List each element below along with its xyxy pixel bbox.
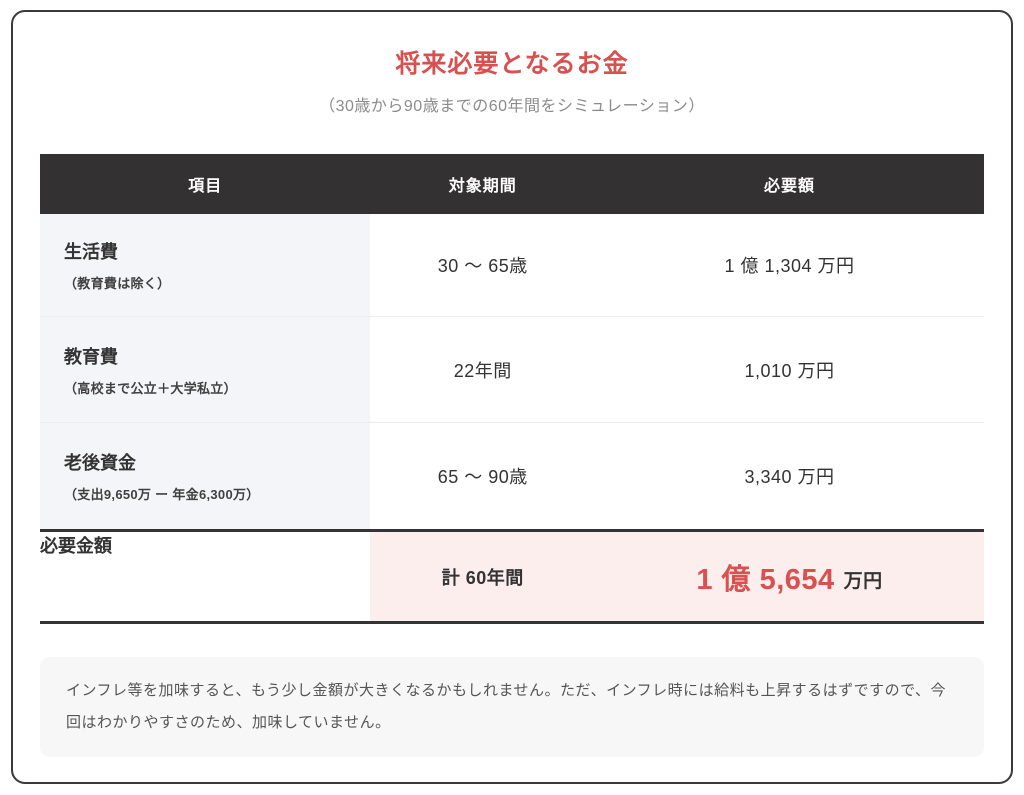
total-amount-cell: 1 億 5,654 万円 bbox=[595, 532, 984, 621]
item-cell: 老後資金 （支出9,650万 ー 年金6,300万） bbox=[40, 423, 371, 529]
period-cell: 30 〜 65歳 bbox=[437, 256, 528, 276]
amount-cell: 3,340 万円 bbox=[744, 467, 835, 487]
table-header-row: 項目 対象期間 必要額 bbox=[40, 154, 984, 214]
page-title: 将来必要となるお金 bbox=[395, 50, 629, 78]
inflation-note: インフレ等を加味すると、もう少し金額が大きくなるかもしれません。ただ、インフレ時… bbox=[40, 657, 984, 757]
item-label: 教育費 bbox=[64, 346, 118, 367]
item-cell: 教育費 （高校まで公立＋大学私立） bbox=[40, 317, 371, 422]
total-label: 必要金額 bbox=[40, 536, 112, 556]
total-amount-unit: 万円 bbox=[843, 571, 883, 592]
total-amount-value: 1 億 5,654 bbox=[696, 563, 835, 596]
item-label: 老後資金 bbox=[64, 453, 136, 473]
header-cell-item: 項目 bbox=[188, 178, 223, 195]
header-cell-period: 対象期間 bbox=[448, 178, 517, 195]
table-row-education: 教育費 （高校まで公立＋大学私立） 22年間 1,010 万円 bbox=[40, 317, 984, 423]
total-period-cell: 計 60年間 bbox=[370, 532, 596, 621]
item-sublabel: （支出9,650万 ー 年金6,300万） bbox=[64, 487, 260, 502]
item-sublabel: （高校まで公立＋大学私立） bbox=[64, 380, 237, 396]
table-row-total: 必要金額 計 60年間 1 億 5,654 万円 bbox=[40, 529, 984, 624]
amount-cell: 1,010 万円 bbox=[744, 360, 835, 381]
page-subtitle: （30歳から90歳までの60年間をシミュレーション） bbox=[319, 98, 705, 115]
period-cell: 65 〜 90歳 bbox=[437, 467, 528, 487]
table-row-retirement: 老後資金 （支出9,650万 ー 年金6,300万） 65 〜 90歳 3,34… bbox=[40, 423, 984, 529]
period-cell: 22年間 bbox=[453, 360, 512, 381]
item-label: 生活費 bbox=[64, 242, 118, 262]
expense-table: 項目 対象期間 必要額 生活費 （教育費は除く） 30 〜 65歳 1 億 1,… bbox=[40, 154, 984, 624]
amount-cell: 1 億 1,304 万円 bbox=[724, 256, 855, 276]
table-row-living-expenses: 生活費 （教育費は除く） 30 〜 65歳 1 億 1,304 万円 bbox=[40, 214, 984, 317]
simulation-card: 将来必要となるお金 （30歳から90歳までの60年間をシミュレーション） 項目 … bbox=[11, 10, 1013, 784]
header-cell-amount: 必要額 bbox=[764, 178, 816, 195]
item-cell: 生活費 （教育費は除く） bbox=[40, 214, 371, 316]
item-sublabel: （教育費は除く） bbox=[64, 276, 171, 291]
total-label-cell: 必要金額 bbox=[40, 532, 370, 621]
